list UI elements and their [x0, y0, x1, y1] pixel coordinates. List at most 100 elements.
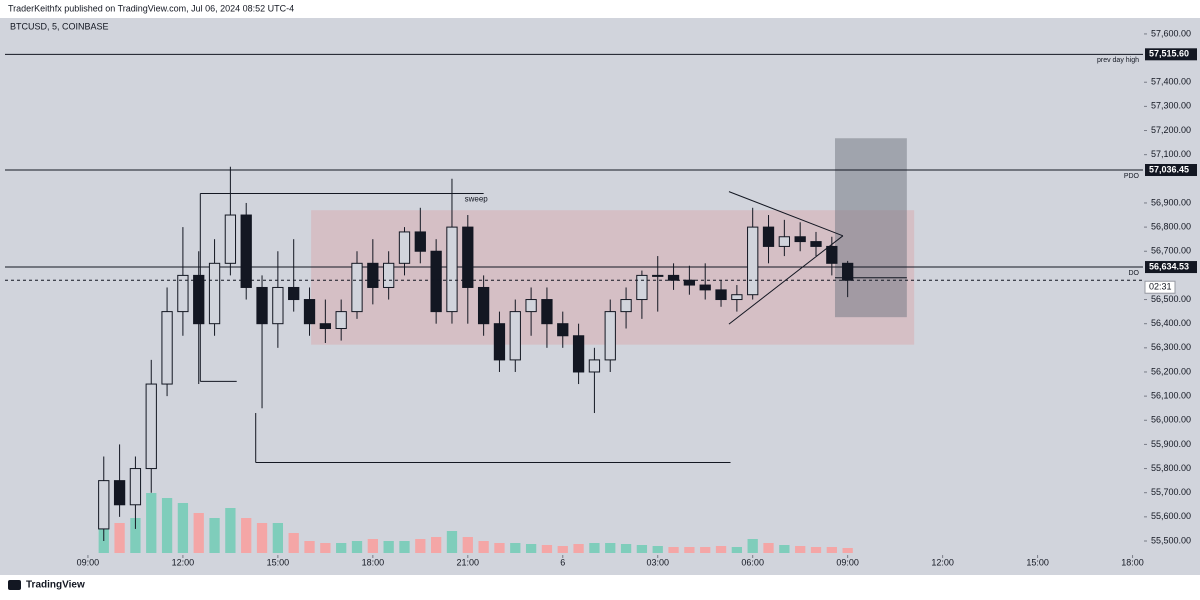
y-tick-label: 56,700.00	[1151, 246, 1191, 256]
candle-body	[383, 262, 395, 288]
candle-body	[509, 311, 521, 361]
x-tick-label: 09:00	[77, 557, 100, 567]
x-tick-label: 15:00	[1026, 557, 1049, 567]
x-tick-label: 12:00	[172, 557, 195, 567]
candle-body	[145, 383, 157, 470]
y-tick-label: 55,600.00	[1151, 511, 1191, 521]
footer-bar	[0, 575, 1200, 595]
candle-body	[272, 286, 284, 325]
volume-bar	[114, 523, 125, 553]
candle-body	[683, 279, 696, 286]
y-tick-label: 56,100.00	[1151, 390, 1191, 400]
candle-body	[762, 226, 775, 247]
level-label: 56,634.53	[1149, 261, 1189, 271]
volume-bar	[605, 543, 616, 553]
volume-bar	[177, 503, 189, 553]
volume-bar	[130, 518, 141, 553]
candle-body	[367, 262, 379, 288]
volume-bar	[795, 546, 806, 553]
volume-bar	[668, 547, 679, 553]
candle-body	[240, 214, 252, 288]
level-name: PDO	[1124, 173, 1140, 180]
volume-bar	[573, 544, 584, 553]
countdown: 02:31	[1149, 282, 1172, 292]
y-tick-label: 57,300.00	[1151, 101, 1191, 111]
candle-body	[557, 323, 569, 337]
volume-bar	[557, 546, 568, 553]
candle-body	[477, 286, 490, 325]
candle-body	[129, 468, 142, 506]
volume-bar	[225, 508, 236, 553]
candle-body	[430, 250, 442, 313]
level-label: 57,036.45	[1149, 164, 1189, 174]
volume-bar	[525, 544, 537, 553]
volume-bar	[193, 513, 204, 553]
level-name: prev day high	[1097, 57, 1139, 64]
volume-bar	[826, 547, 837, 553]
level-label: 57,515.60	[1149, 49, 1189, 59]
volume-bar	[272, 523, 284, 553]
y-tick-label: 57,600.00	[1151, 28, 1191, 38]
volume-bar	[779, 545, 790, 553]
volume-bar	[336, 543, 347, 553]
candle-body	[699, 284, 711, 291]
volume-bar	[446, 531, 458, 553]
candle-body	[98, 480, 110, 530]
candle-body	[288, 286, 300, 301]
volume-bar	[842, 548, 853, 553]
plot-area: sweep	[5, 53, 1143, 553]
candle-body	[493, 323, 506, 361]
candle-body	[747, 226, 759, 296]
level-tag	[1145, 164, 1197, 177]
candle-body	[620, 299, 632, 313]
candle-body	[224, 214, 237, 264]
volume-bar	[415, 539, 426, 553]
volume-bar	[747, 539, 758, 553]
volume-bar	[351, 541, 363, 553]
y-tick-label: 56,200.00	[1151, 366, 1191, 376]
candle-body	[525, 299, 537, 313]
volume-bar	[320, 543, 331, 553]
x-tick-label: 6	[560, 557, 565, 567]
top-bar	[0, 0, 1200, 18]
volume-bar	[367, 539, 378, 553]
y-tick-label: 56,900.00	[1151, 197, 1191, 207]
y-tick-label: 56,000.00	[1151, 415, 1191, 425]
candle-body	[256, 286, 268, 325]
level-tag	[1145, 261, 1197, 274]
x-tick-label: 09:00	[836, 557, 859, 567]
volume-bar	[652, 546, 663, 553]
volume-bar	[810, 547, 822, 553]
volume-bar	[715, 546, 727, 553]
volume-bar	[161, 498, 173, 553]
x-tick-label: 12:00	[931, 557, 954, 567]
volume-bar	[288, 533, 299, 553]
volume-bar	[510, 543, 521, 553]
volume-bar	[430, 537, 442, 553]
candle-body	[193, 274, 205, 325]
candle-body	[446, 226, 458, 313]
volume-bar	[383, 541, 394, 553]
y-tick-label: 55,700.00	[1151, 487, 1191, 497]
candle-body	[335, 311, 347, 330]
zone	[834, 138, 907, 318]
volume-bar	[589, 543, 600, 553]
y-tick-label: 55,500.00	[1151, 535, 1191, 545]
x-tick-label: 06:00	[741, 557, 764, 567]
y-tick-label: 56,500.00	[1151, 294, 1191, 304]
y-tick-label: 56,300.00	[1151, 342, 1191, 352]
volume-bar	[209, 518, 220, 553]
volume-bar	[763, 543, 774, 553]
volume-bar	[731, 547, 743, 553]
volume-bar	[304, 541, 315, 553]
volume-bar	[494, 543, 505, 553]
candle-body	[462, 226, 474, 288]
candle-body	[636, 274, 648, 301]
volume-bar	[241, 518, 252, 553]
brand: TradingView	[26, 580, 85, 591]
candle-body	[208, 262, 221, 325]
candle-body	[667, 274, 680, 281]
y-tick-label: 57,200.00	[1151, 125, 1191, 135]
volume-bar	[146, 493, 157, 553]
candle-body	[351, 262, 363, 313]
